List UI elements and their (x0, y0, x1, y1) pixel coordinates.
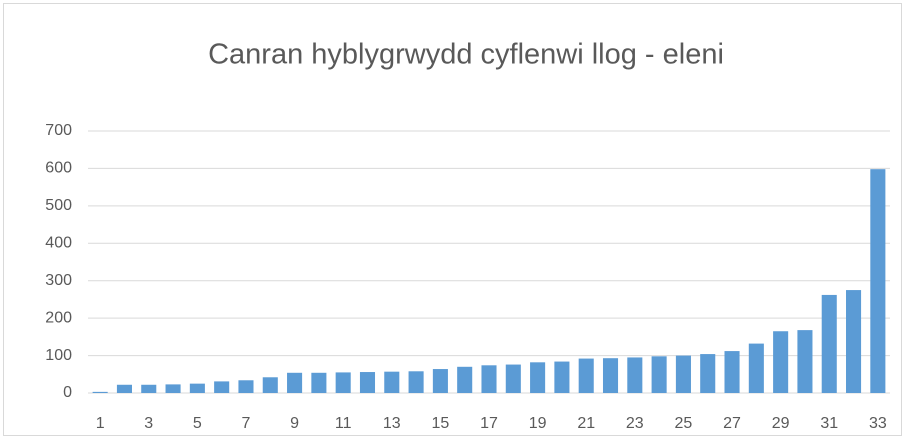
bar (675, 355, 691, 393)
bar (748, 343, 764, 393)
bar (651, 356, 667, 393)
x-tick-label: 1 (96, 415, 105, 432)
bar (846, 290, 862, 393)
bar (287, 372, 303, 393)
bar (700, 354, 716, 393)
x-tick-label: 31 (820, 415, 838, 432)
bar (335, 372, 351, 393)
bar (627, 357, 643, 393)
y-tick-label: 100 (45, 347, 72, 364)
bar (432, 369, 448, 393)
y-tick-label: 300 (45, 272, 72, 289)
y-tick-label: 500 (45, 197, 72, 214)
bar (92, 391, 108, 393)
bar (238, 380, 254, 393)
bar (141, 384, 157, 393)
bar (457, 366, 473, 393)
x-tick-label: 13 (383, 415, 401, 432)
bar (311, 372, 327, 393)
x-tick-label: 23 (626, 415, 644, 432)
x-tick-label: 5 (193, 415, 202, 432)
x-tick-label: 21 (577, 415, 595, 432)
chart-title: Canran hyblygrwydd cyflenwi llog - eleni (208, 39, 724, 71)
bar (116, 384, 132, 393)
x-tick-label: 29 (772, 415, 790, 432)
bar (797, 330, 813, 393)
bar (870, 169, 886, 393)
x-tick-label: 3 (144, 415, 153, 432)
x-tick-label: 25 (675, 415, 693, 432)
x-tick-label: 7 (242, 415, 251, 432)
y-tick-label: 200 (45, 309, 72, 326)
bar (602, 358, 619, 393)
x-tick-label: 11 (335, 415, 352, 432)
bar (773, 331, 789, 393)
bar (359, 372, 376, 393)
x-tick-label: 17 (480, 415, 498, 432)
bar (408, 371, 424, 393)
x-tick-label: 19 (529, 415, 547, 432)
bar (821, 294, 837, 393)
y-tick-label: 700 (45, 122, 72, 139)
y-tick-label: 0 (63, 384, 72, 401)
bar (384, 371, 400, 393)
x-tick-label: 27 (723, 415, 741, 432)
bar (554, 361, 570, 393)
bar (262, 377, 278, 393)
x-tick-label: 15 (431, 415, 449, 432)
bar (724, 351, 740, 393)
bar (165, 384, 181, 393)
bar (578, 358, 594, 393)
bar (189, 383, 205, 393)
x-tick-label: 9 (290, 415, 299, 432)
x-tick-label: 33 (869, 415, 887, 432)
bar (214, 381, 230, 393)
y-tick-label: 400 (45, 235, 72, 252)
bar (505, 364, 521, 393)
y-tick-label: 600 (45, 160, 72, 177)
bar (481, 365, 497, 393)
bar (530, 362, 546, 393)
